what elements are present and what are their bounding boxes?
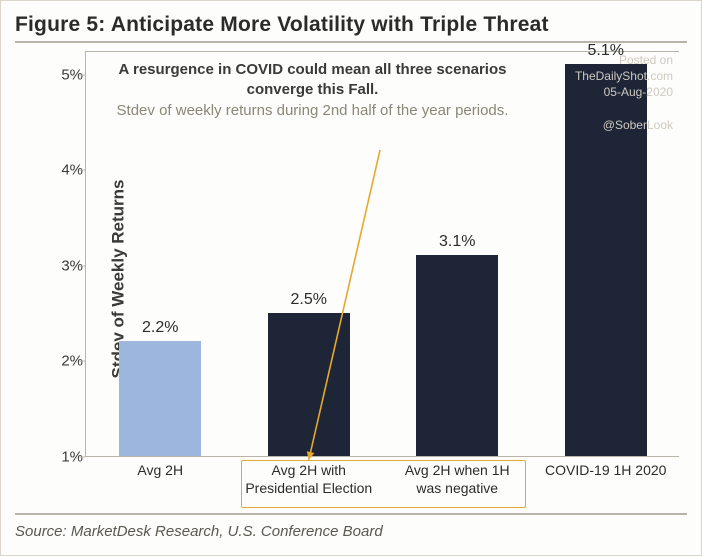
y-tick-mark [79,265,85,266]
highlight-box [241,460,526,508]
plot-outer: 2.2%Avg 2H 2.5%Avg 2H with Presidential E… [85,51,679,457]
y-tick-mark [79,170,85,171]
y-tick-mark [79,457,85,458]
chart-frame: Figure 5: Anticipate More Volatility wit… [0,0,702,556]
bar-group: 5.1%COVID-19 1H 2020 [565,52,647,456]
source-line: Source: MarketDesk Research, U.S. Confer… [15,523,687,540]
bar-group: 2.2%Avg 2H [119,52,201,456]
y-tick-mark [79,74,85,75]
bar [565,64,647,456]
category-label: Avg 2H [95,456,226,480]
bar-value-label: 3.1% [416,233,498,251]
bar [416,255,498,456]
footer-divider [15,513,687,515]
bar-value-label: 2.5% [268,291,350,309]
chart-area: Stdev of Weekly Returns 2.2%Avg 2H2.5%Av… [15,51,687,507]
bar-group: 2.5%Avg 2H with Presidential Election [268,52,350,456]
figure-title: Figure 5: Anticipate More Volatility wit… [15,13,687,37]
category-label: COVID-19 1H 2020 [540,456,671,480]
y-tick-mark [79,361,85,362]
bar [268,313,350,456]
bar-group: 3.1%Avg 2H when 1H was negative [416,52,498,456]
bar [119,341,201,456]
plot: 2.2%Avg 2H 2.5%Avg 2H with Presidential E… [85,51,679,457]
bar-value-label: 2.2% [119,319,201,337]
bar-value-label: 5.1% [565,42,647,60]
